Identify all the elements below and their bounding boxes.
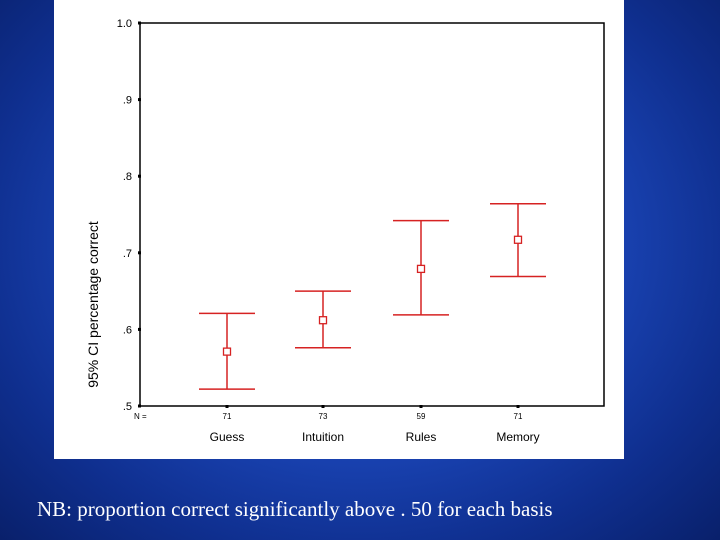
y-tick-label: .8 — [123, 171, 132, 183]
y-tick-mark — [138, 174, 141, 178]
y-tick-mark — [138, 404, 141, 408]
mean-marker — [513, 235, 523, 244]
y-tick-label: .9 — [123, 95, 132, 107]
error-bar-chart: .5 .6 .7 .8 .9 1.0 95% CI percentage correct N … — [85, 18, 605, 444]
y-tick-mark — [138, 327, 141, 331]
slide-caption: NB: proportion correct significantly abo… — [37, 497, 553, 521]
plot-frame — [139, 22, 605, 407]
x-tick-mark — [321, 405, 325, 408]
n-value-label: 59 — [417, 412, 426, 421]
x-tick-mark — [419, 405, 423, 408]
y-tick-label: .5 — [123, 401, 132, 413]
n-value-label: 73 — [319, 412, 328, 421]
x-category-label: Memory — [496, 430, 539, 444]
mean-marker — [416, 264, 426, 274]
mean-marker — [222, 347, 232, 356]
x-category-label: Guess — [210, 430, 245, 444]
x-category-label: Rules — [406, 430, 437, 444]
y-tick-mark — [138, 21, 141, 25]
y-tick-label: 1.0 — [117, 18, 132, 30]
y-tick-mark — [138, 98, 141, 102]
x-tick-mark — [225, 405, 229, 408]
n-value-label: 71 — [514, 412, 523, 421]
y-axis-label: 95% CI percentage correct — [85, 221, 101, 388]
y-tick-mark — [138, 251, 141, 255]
x-tick-mark — [516, 405, 520, 408]
x-category-label: Intuition — [302, 430, 344, 444]
n-value-label: 71 — [223, 412, 232, 421]
y-tick-label: .7 — [123, 248, 132, 260]
mean-marker — [318, 316, 328, 325]
chart-panel: .5 .6 .7 .8 .9 1.0 95% CI percentage correct N … — [54, 0, 624, 459]
y-tick-label: .6 — [123, 324, 132, 336]
n-equals-label: N = — [134, 412, 147, 421]
